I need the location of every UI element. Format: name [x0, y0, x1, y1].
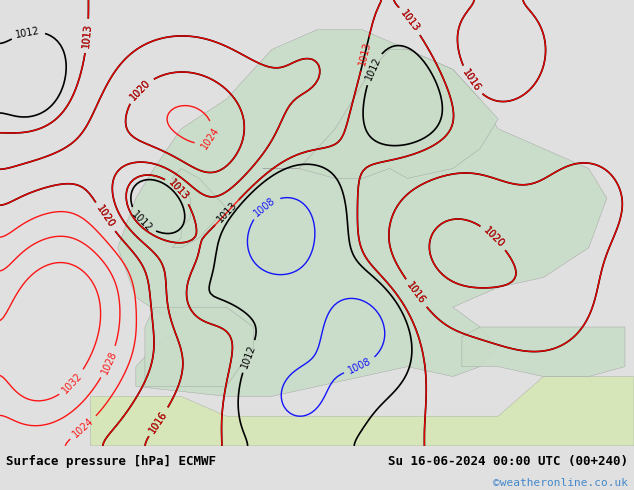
Text: 1020: 1020 — [94, 204, 116, 230]
Text: 1013: 1013 — [166, 178, 190, 203]
Text: 1024: 1024 — [71, 416, 96, 440]
Text: 1020: 1020 — [128, 77, 152, 102]
Text: 1016: 1016 — [148, 409, 169, 435]
Text: 1013: 1013 — [399, 8, 422, 34]
Text: 1008: 1008 — [252, 195, 278, 218]
Text: 1012: 1012 — [240, 343, 257, 369]
Text: 1020: 1020 — [94, 204, 116, 230]
Text: Surface pressure [hPa] ECMWF: Surface pressure [hPa] ECMWF — [6, 455, 216, 468]
Text: 1024: 1024 — [199, 124, 221, 150]
Text: 1013: 1013 — [81, 23, 93, 49]
Polygon shape — [262, 49, 498, 178]
Text: 1013: 1013 — [399, 8, 422, 34]
Text: 1028: 1028 — [100, 349, 119, 375]
Text: 1008: 1008 — [347, 356, 373, 376]
Text: 1020: 1020 — [481, 225, 506, 249]
Text: 1012: 1012 — [15, 26, 41, 40]
Text: 1020: 1020 — [128, 77, 152, 102]
Text: 1016: 1016 — [404, 280, 427, 306]
Polygon shape — [118, 30, 607, 396]
Text: 1016: 1016 — [148, 409, 169, 435]
Text: 1016: 1016 — [460, 68, 482, 94]
Polygon shape — [145, 307, 254, 387]
Text: 1013: 1013 — [357, 41, 373, 67]
Text: Su 16-06-2024 00:00 UTC (00+240): Su 16-06-2024 00:00 UTC (00+240) — [387, 455, 628, 468]
Text: 1012: 1012 — [363, 55, 382, 82]
Text: 1016: 1016 — [404, 280, 427, 306]
Text: 1013: 1013 — [215, 200, 239, 225]
Polygon shape — [91, 376, 634, 446]
Text: 1032: 1032 — [60, 370, 84, 395]
Text: 1012: 1012 — [129, 209, 154, 234]
Text: ©weatheronline.co.uk: ©weatheronline.co.uk — [493, 478, 628, 489]
Text: 1016: 1016 — [460, 68, 482, 94]
Polygon shape — [172, 169, 226, 248]
Polygon shape — [462, 327, 625, 376]
Text: 1020: 1020 — [481, 225, 506, 249]
Text: 1013: 1013 — [81, 23, 93, 49]
Text: 1013: 1013 — [166, 178, 190, 203]
